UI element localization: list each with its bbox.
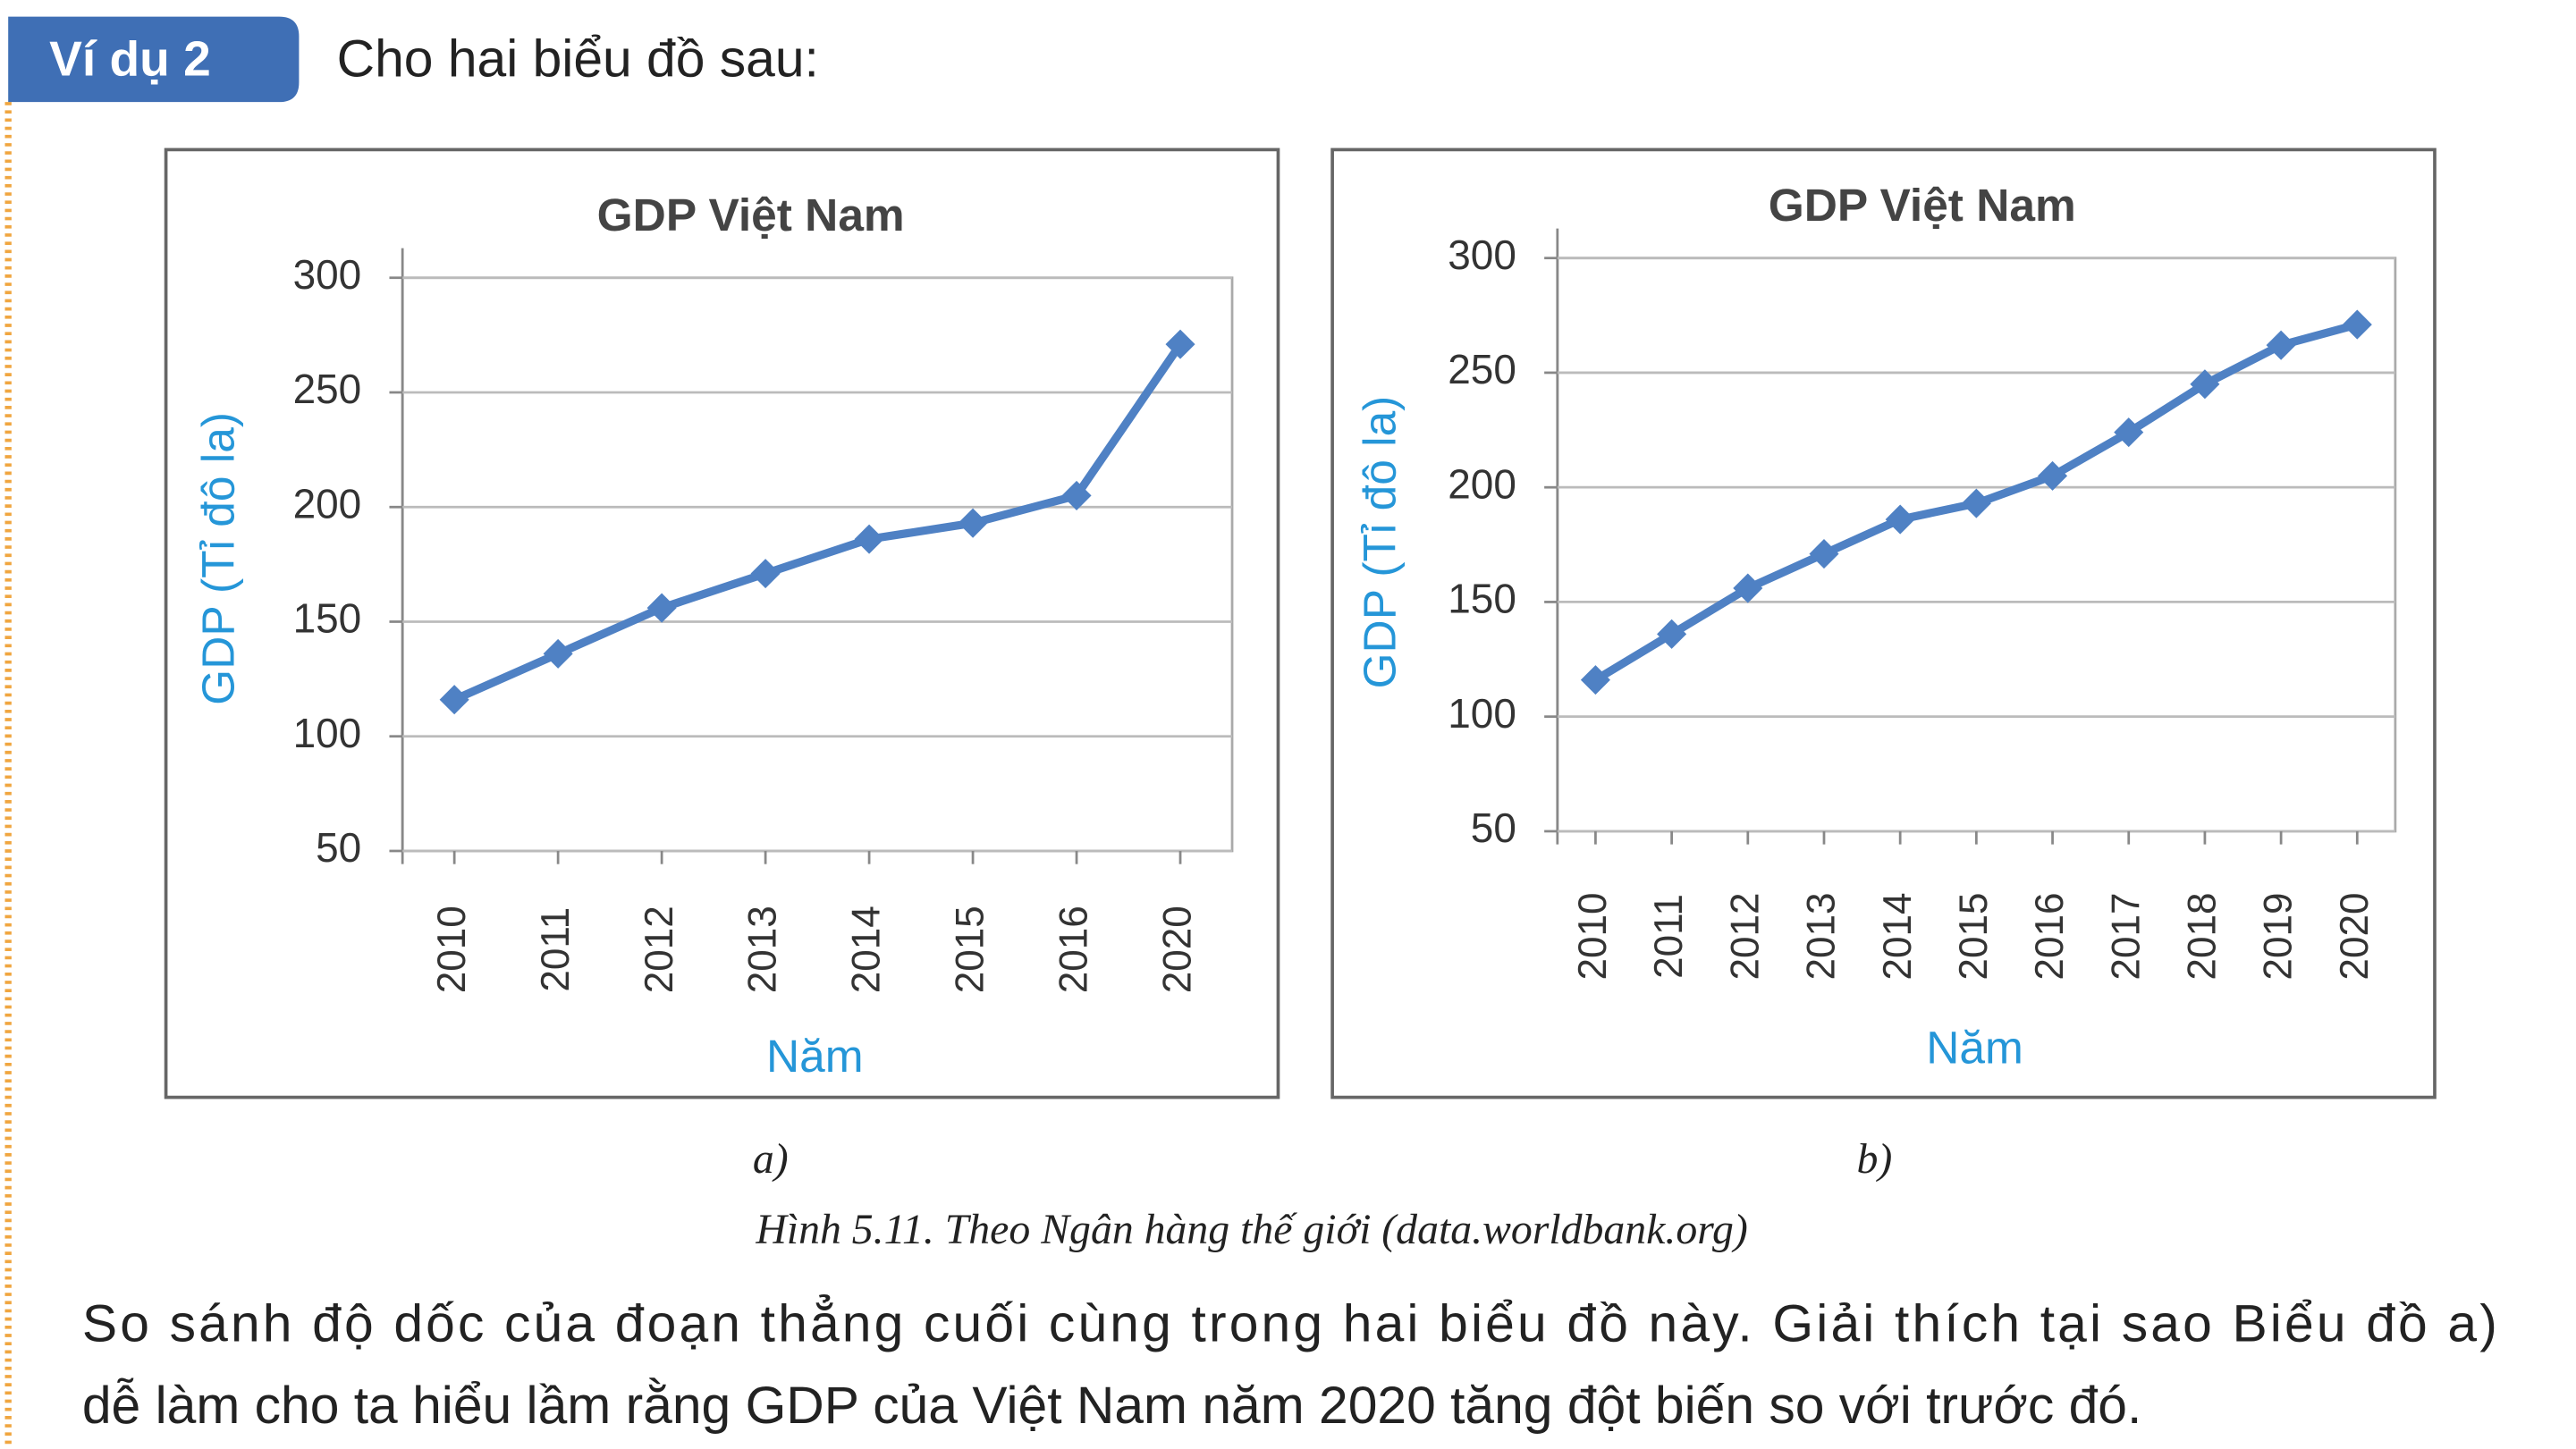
marker — [439, 685, 469, 715]
marker — [1165, 329, 1195, 359]
chart-frame — [164, 147, 1280, 1099]
x-tick-label: 2011 — [1647, 894, 1691, 979]
badge: Ví dụ 2 — [49, 31, 211, 87]
y-tick-label: 300 — [1448, 232, 1516, 278]
marker — [854, 524, 884, 554]
x-tick-label: 2012 — [638, 906, 681, 993]
y-tick-label: 300 — [293, 251, 362, 298]
x-tick-label: 2011 — [534, 907, 578, 992]
y-tick-label: 50 — [316, 824, 361, 871]
paragraph-line: So sánh độ dốc của đoạn thẳng cuối cùng … — [82, 1293, 2497, 1352]
x-tick-label: 2018 — [2181, 892, 2225, 980]
badge-box — [8, 16, 300, 103]
x-tick-label: 2020 — [1156, 906, 1200, 993]
y-tick-label: 150 — [1448, 576, 1516, 622]
x-tick-label: 2019 — [2257, 892, 2301, 980]
intro: Cho hai biểu đồ sau: — [337, 30, 819, 88]
paragraph-line: dễ làm cho ta hiểu lầm rằng GDP của Việt… — [82, 1377, 2141, 1435]
x-tick-label: 2017 — [2104, 892, 2148, 980]
marker — [750, 559, 781, 589]
marker — [1580, 665, 1610, 695]
y-tick-label: 150 — [293, 595, 362, 642]
x-tick-label: 2010 — [1571, 892, 1615, 980]
chart-title: GDP Việt Nam — [1769, 179, 2076, 231]
marker — [1657, 619, 1687, 649]
chart-title: GDP Việt Nam — [597, 189, 905, 240]
x-tick-label: 2015 — [1952, 892, 1996, 980]
marker — [543, 638, 573, 669]
x-tick-label: 2016 — [2028, 892, 2072, 980]
y-axis-label: GDP (Tỉ đô la) — [192, 412, 244, 705]
caption: Hình 5.11. Theo Ngân hàng thế giới (data… — [755, 1206, 1747, 1253]
x-tick-label: 2013 — [1800, 892, 1844, 980]
marker — [1733, 573, 1763, 603]
x-tick-label: 2014 — [845, 906, 889, 993]
y-tick-label: 100 — [293, 710, 362, 756]
marker — [2342, 309, 2372, 340]
x-tick-label: 2012 — [1723, 892, 1767, 980]
marker — [958, 508, 988, 538]
sublabel: a) — [753, 1135, 789, 1183]
chart-frame — [1330, 147, 2437, 1099]
x-tick-label: 2016 — [1052, 906, 1096, 993]
marker — [1061, 480, 1092, 510]
x-tick-label: 2014 — [1876, 892, 1920, 980]
marker — [2190, 369, 2220, 400]
y-tick-label: 200 — [293, 480, 362, 527]
marker — [1885, 504, 1915, 535]
line — [452, 341, 1184, 703]
x-axis-label: Năm — [766, 1030, 864, 1082]
marker — [2038, 460, 2068, 491]
y-tick-label: 50 — [1471, 805, 1516, 851]
x-tick-label: 2010 — [430, 906, 474, 993]
x-tick-label: 2020 — [2333, 892, 2377, 980]
x-tick-label: 2013 — [741, 906, 785, 993]
sublabel: b) — [1857, 1135, 1893, 1183]
y-tick-label: 250 — [1448, 346, 1516, 392]
marker — [646, 593, 677, 623]
y-tick-label: 100 — [1448, 690, 1516, 737]
marker — [1809, 539, 1839, 569]
y-tick-label: 250 — [293, 366, 362, 412]
y-axis-label: GDP (Tỉ đô la) — [1354, 396, 1406, 689]
x-axis-label: Năm — [1926, 1022, 2023, 1074]
y-tick-label: 200 — [1448, 460, 1516, 507]
x-tick-label: 2015 — [949, 906, 992, 993]
